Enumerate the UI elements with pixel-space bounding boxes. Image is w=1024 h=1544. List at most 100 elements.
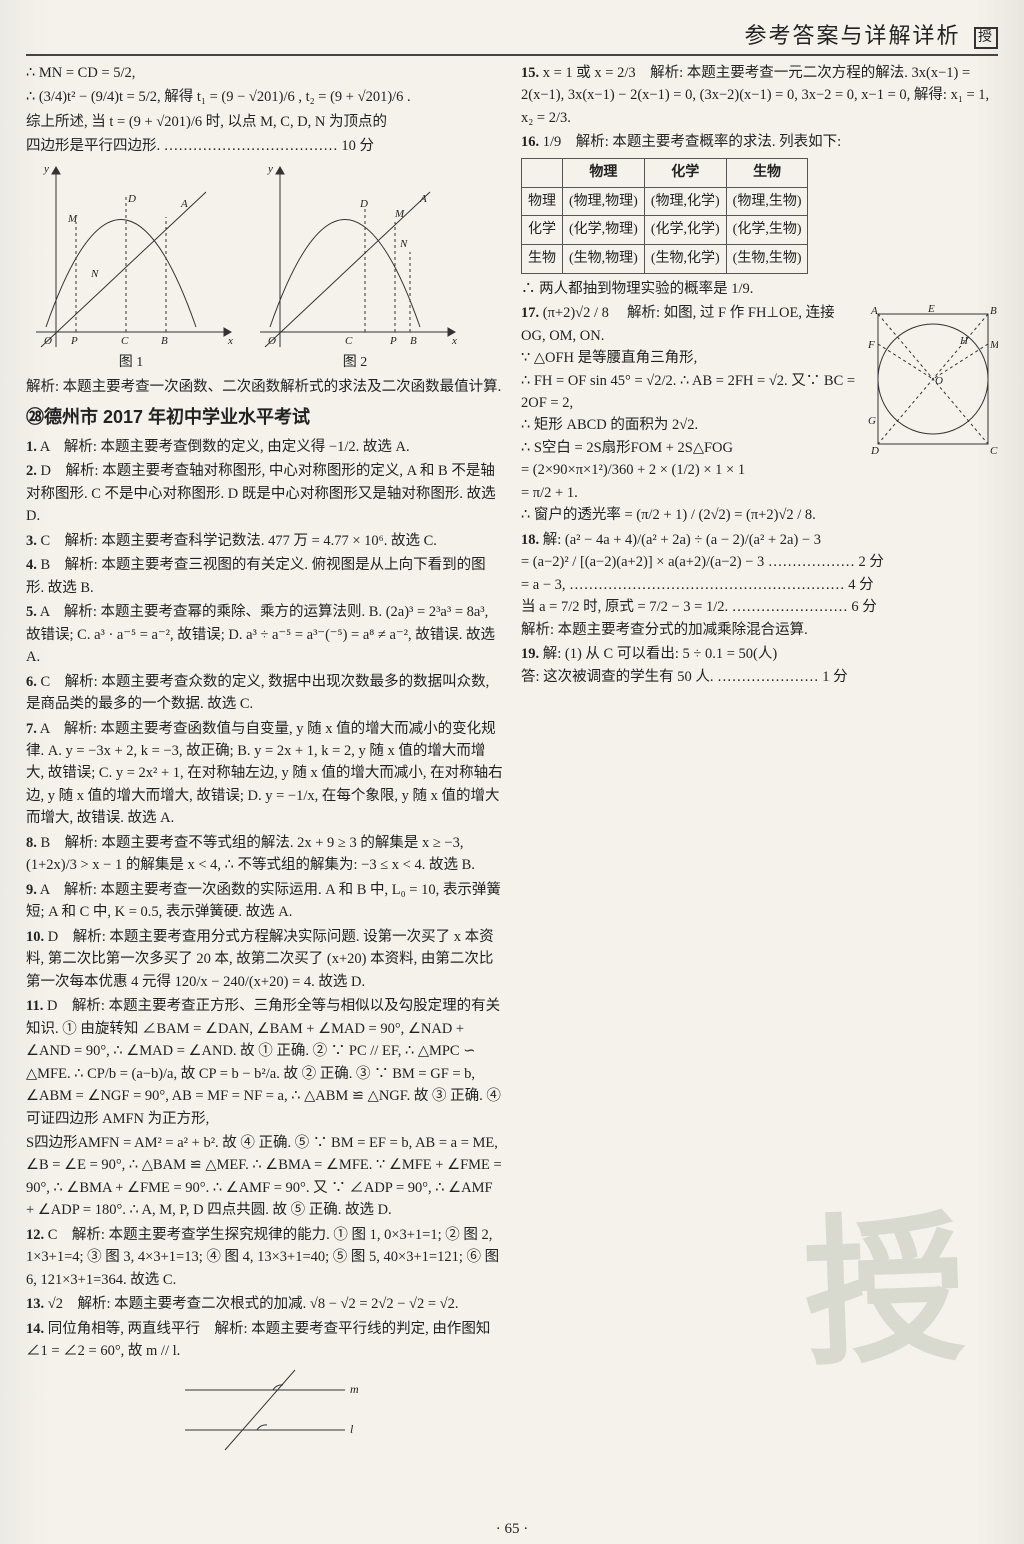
fig2-caption: 图 2: [250, 352, 460, 374]
svg-text:y: y: [267, 163, 273, 175]
item-12-ans: C: [48, 1227, 58, 1243]
item-7: 7. A 解析: 本题主要考查函数值与自变量, y 随 x 值的增大而减小的变化…: [26, 718, 503, 830]
item-3-ans: C: [41, 533, 51, 549]
item-18-l3: 当 a = 7/2 时, 原式 = 7/2 − 3 = 1/2. ……………………: [521, 599, 877, 615]
section-title: ㉘德州市 2017 年初中学业水平考试: [26, 404, 503, 432]
header-title: 参考答案与详解详析: [744, 23, 960, 48]
svg-text:D: D: [870, 445, 879, 454]
lines-svg: m l: [165, 1365, 365, 1455]
item-5: 5. A 解析: 本题主要考查幂的乘除、乘方的运算法则. B. (2a)³ = …: [26, 601, 503, 668]
th-2: 化学: [644, 158, 726, 187]
item-6-num: 6.: [26, 674, 37, 690]
svg-text:O: O: [935, 375, 943, 387]
td: (化学,化学): [644, 216, 726, 245]
td: 生物: [522, 244, 563, 273]
item-1: 1. A 解析: 本题主要考查倒数的定义, 由定义得 −1/2. 故选 A.: [26, 436, 503, 458]
label-l: l: [350, 1422, 354, 1436]
item-1-ans: A: [40, 439, 50, 455]
item-19-num: 19.: [521, 646, 539, 662]
svg-text:B: B: [990, 305, 997, 317]
svg-text:M: M: [394, 208, 405, 220]
item-13-num: 13.: [26, 1296, 44, 1312]
svg-text:E: E: [927, 304, 935, 315]
item-11-cont: S四边形AMFN = AM² = a² + b². 故 ④ 正确. ⑤ ∵ BM…: [26, 1132, 503, 1222]
svg-text:B: B: [410, 335, 417, 347]
item-10: 10. D 解析: 本题主要考查用分式方程解决实际问题. 设第一次买了 x 本资…: [26, 926, 503, 993]
item-18-l1: = (a−2)² / [(a−2)(a+2)] × a(a+2)/(a−2) −…: [521, 554, 884, 570]
item-7-ans: A: [40, 721, 50, 737]
item-10-text: 解析: 本题主要考查用分式方程解决实际问题. 设第一次买了 x 本资料, 第二次…: [26, 929, 494, 990]
fig1-caption: 图 1: [26, 352, 236, 374]
item-18: 18. 解: (a² − 4a + 4)/(a² + 2a) ÷ (a − 2)…: [521, 529, 998, 641]
svg-text:C: C: [990, 445, 998, 454]
item-8-ans: B: [41, 835, 51, 851]
item-18-l2: = a − 3, ………………………………………………… 4 分: [521, 577, 874, 593]
item-19-l1: 答: 这次被调查的学生有 50 人. ………………… 1 分: [521, 669, 848, 685]
figure-1: yx O PCB MDN A 图 1: [26, 162, 236, 374]
item-1-num: 1.: [26, 439, 37, 455]
item-5-text: 解析: 本题主要考查幂的乘除、乘方的运算法则. B. (2a)³ = 2³a³ …: [26, 604, 495, 665]
item-2-ans: D: [41, 463, 51, 479]
item-1-text: 解析: 本题主要考查倒数的定义, 由定义得 −1/2. 故选 A.: [64, 439, 410, 455]
probability-table: 物理 化学 生物 物理 (物理,物理) (物理,化学) (物理,生物) 化学 (…: [521, 158, 998, 274]
table-row: 物理 (物理,物理) (物理,化学) (物理,生物): [522, 187, 808, 216]
table: 物理 化学 生物 物理 (物理,物理) (物理,化学) (物理,生物) 化学 (…: [521, 158, 808, 274]
svg-text:A: A: [870, 305, 878, 317]
svg-text:O: O: [44, 335, 52, 347]
item-6-ans: C: [41, 674, 51, 690]
content-columns: ∴ MN = CD = 5/2, ∴ (3/4)t² − (9/4)t = 5/…: [26, 62, 998, 1522]
label-m: m: [350, 1382, 359, 1396]
item-17-num: 17.: [521, 305, 539, 321]
svg-text:C: C: [345, 335, 353, 347]
item-2: 2. D 解析: 本题主要考查轴对称图形, 中心对称图形的定义, A 和 B 不…: [26, 460, 503, 527]
item-9: 9. A 解析: 本题主要考查一次函数的实际运用. A 和 B 中, L₀ = …: [26, 879, 503, 924]
item-14: 14. 同位角相等, 两直线平行 解析: 本题主要考查平行线的判定, 由作图知 …: [26, 1318, 503, 1363]
item-15: 15. x = 1 或 x = 2/3 解析: 本题主要考查一元二次方程的解法.…: [521, 62, 998, 129]
th-1: 物理: [563, 158, 645, 187]
svg-text:P: P: [70, 335, 78, 347]
td: (物理,生物): [726, 187, 808, 216]
item-19: 19. 解: (1) 从 C 可以看出: 5 ÷ 0.1 = 50(人) 答: …: [521, 643, 998, 688]
item-5-ans: A: [40, 604, 50, 620]
item-17-ans: (π+2)√2 / 8: [543, 305, 609, 321]
th-0: [522, 158, 563, 187]
figure-2: yx O CPB DNM A 图 2: [250, 162, 460, 374]
item-3-num: 3.: [26, 533, 37, 549]
item-10-num: 10.: [26, 929, 44, 945]
item-12-text: 解析: 本题主要考查学生探究规律的能力. ① 图 1, 0×3+1=1; ② 图…: [26, 1227, 499, 1288]
item-17: A E B F H M O G D C 17. (π+2)√2 / 8 解析: …: [521, 302, 998, 527]
td: (化学,物理): [563, 216, 645, 245]
svg-text:C: C: [121, 335, 129, 347]
item-16-num: 16.: [521, 134, 539, 150]
svg-text:A: A: [419, 193, 427, 205]
geom-svg: A E B F H M O G D C: [868, 304, 998, 454]
pre-line-2: 综上所述, 当 t = (9 + √201)/6 时, 以点 M, C, D, …: [26, 111, 503, 133]
item-16-text: 解析: 本题主要考查概率的求法. 列表如下:: [576, 134, 841, 150]
table-header-row: 物理 化学 生物: [522, 158, 808, 187]
item-3: 3. C 解析: 本题主要考查科学记数法. 477 万 = 4.77 × 10⁶…: [26, 530, 503, 552]
page-footer: · 65 ·: [0, 1521, 1024, 1538]
pre-line-1: ∴ (3/4)t² − (9/4)t = 5/2, 解得 t₁ = (9 − √…: [26, 86, 503, 108]
svg-text:N: N: [90, 268, 99, 280]
th-3: 生物: [726, 158, 808, 187]
item-8: 8. B 解析: 本题主要考查不等式组的解法. 2x + 9 ≥ 3 的解集是 …: [26, 832, 503, 877]
td: (生物,生物): [726, 244, 808, 273]
svg-text:D: D: [359, 198, 368, 210]
item-18-l0: 解: (a² − 4a + 4)/(a² + 2a) ÷ (a − 2)/(a²…: [543, 532, 821, 548]
item-11-ans: D: [47, 998, 57, 1014]
svg-text:y: y: [43, 163, 49, 175]
fig1-svg: yx O PCB MDN A: [26, 162, 236, 352]
item-9-num: 9.: [26, 882, 37, 898]
header-stamp: 授: [974, 27, 998, 49]
td: (生物,物理): [563, 244, 645, 273]
item-4: 4. B 解析: 本题主要考查三视图的有关定义. 俯视图是从上向下看到的图形. …: [26, 554, 503, 599]
td: (物理,化学): [644, 187, 726, 216]
item-2-text: 解析: 本题主要考查轴对称图形, 中心对称图形的定义, A 和 B 不是轴对称图…: [26, 463, 496, 524]
page: 参考答案与详解详析 授 ∴ MN = CD = 5/2, ∴ (3/4)t² −…: [0, 0, 1024, 1544]
item-16: 16. 1/9 解析: 本题主要考查概率的求法. 列表如下:: [521, 131, 998, 153]
td: (物理,物理): [563, 187, 645, 216]
svg-text:N: N: [399, 238, 408, 250]
item-9-text: 解析: 本题主要考查一次函数的实际运用. A 和 B 中, L₀ = 10, 表…: [26, 882, 501, 920]
item-18-l4: 解析: 本题主要考查分式的加减乘除混合运算.: [521, 622, 808, 638]
svg-text:M: M: [67, 213, 78, 225]
